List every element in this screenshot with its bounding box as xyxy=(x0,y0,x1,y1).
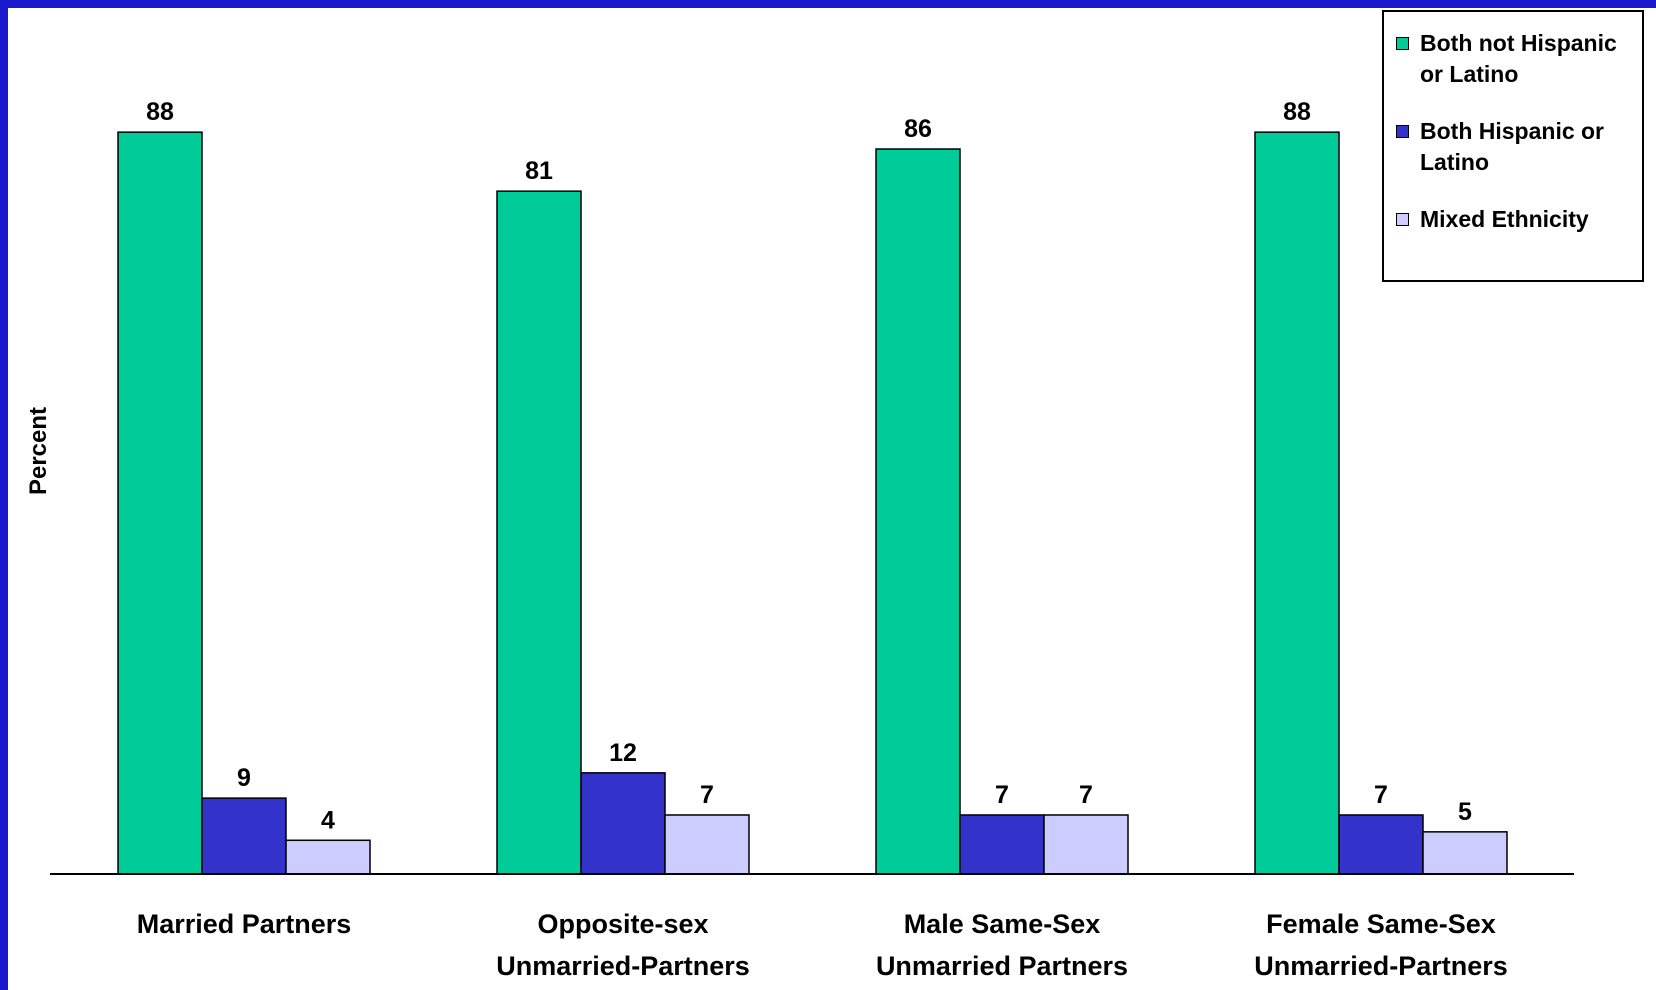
bar-series-0-cat-1 xyxy=(496,190,582,875)
x-tick-label-0-line-0: Married Partners xyxy=(137,909,352,939)
legend-swatch-both-not-hispanic xyxy=(1396,37,1409,50)
x-tick-label-3-line-0: Female Same-Sex xyxy=(1266,909,1496,939)
bar-series-2-cat-1 xyxy=(664,814,750,875)
legend-swatch-mixed-ethnicity xyxy=(1396,213,1409,226)
bar-series-1-cat-3 xyxy=(1338,814,1424,875)
bar-series-1-cat-1 xyxy=(580,772,666,875)
bar-series-2-cat-3 xyxy=(1422,831,1508,875)
data-label-series-2-cat-0: 4 xyxy=(321,806,335,834)
x-tick-label-2-line-0: Male Same-Sex xyxy=(904,909,1101,939)
data-label-series-1-cat-0: 9 xyxy=(237,764,251,792)
chart-legend: Both not Hispanic or Latino Both Hispani… xyxy=(1382,10,1644,282)
x-tick-label-1-line-0: Opposite-sex xyxy=(537,909,708,939)
x-tick-label-2-line-1: Unmarried Partners xyxy=(876,951,1128,981)
legend-label-both-hispanic: Both Hispanic or Latino xyxy=(1420,118,1605,175)
x-tick-label-1-line-1: Unmarried-Partners xyxy=(496,951,750,981)
data-label-series-1-cat-3: 7 xyxy=(1374,781,1388,809)
bar-series-0-cat-2 xyxy=(875,148,961,875)
data-label-series-2-cat-3: 5 xyxy=(1458,798,1472,826)
bar-series-2-cat-2 xyxy=(1043,814,1129,875)
data-label-series-0-cat-2: 86 xyxy=(904,115,932,143)
legend-label-both-not-hispanic: Both not Hispanic or Latino xyxy=(1420,30,1617,87)
data-label-series-1-cat-2: 7 xyxy=(995,781,1009,809)
bar-series-0-cat-3 xyxy=(1254,131,1340,875)
data-label-series-2-cat-1: 7 xyxy=(700,781,714,809)
x-tick-label-3-line-1: Unmarried-Partners xyxy=(1254,951,1508,981)
slide: Percent 88 81 86 88 9 12 7 7 4 7 7 5 Married Partners… xyxy=(8,8,1656,990)
bar-series-2-cat-0 xyxy=(285,839,371,875)
data-label-series-0-cat-1: 81 xyxy=(525,157,553,185)
data-label-series-0-cat-0: 88 xyxy=(146,98,174,126)
legend-swatch-both-hispanic xyxy=(1396,125,1409,138)
bar-series-0-cat-0 xyxy=(117,131,203,875)
legend-label-mixed-ethnicity: Mixed Ethnicity xyxy=(1420,206,1589,232)
data-label-series-1-cat-1: 12 xyxy=(609,739,637,767)
bar-series-1-cat-0 xyxy=(201,797,287,875)
y-axis-label: Percent xyxy=(25,407,52,495)
data-label-series-0-cat-3: 88 xyxy=(1283,98,1311,126)
bar-series-1-cat-2 xyxy=(959,814,1045,875)
bar-chart: Percent 88 81 86 88 9 12 7 7 4 7 7 5 Married Partners… xyxy=(25,98,1574,981)
data-label-series-2-cat-2: 7 xyxy=(1079,781,1093,809)
